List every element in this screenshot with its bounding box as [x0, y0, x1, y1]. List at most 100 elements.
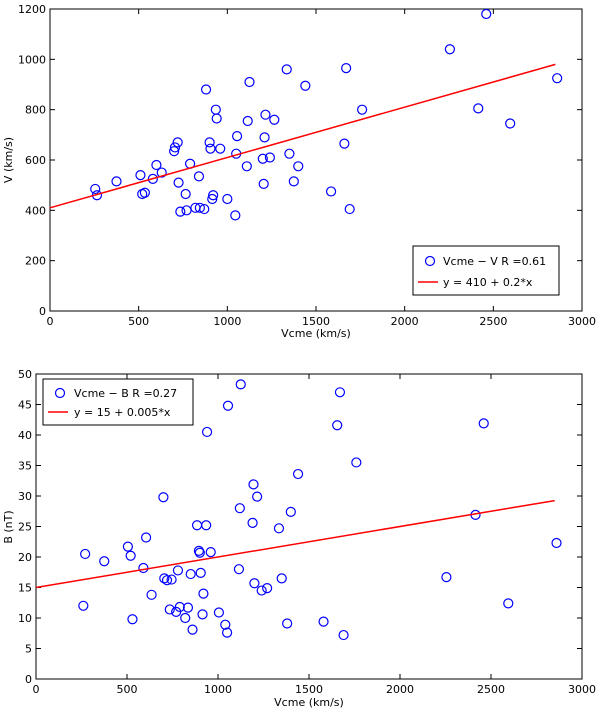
data-point — [341, 63, 352, 74]
data-point — [234, 503, 245, 514]
x-tick-label: 1000 — [213, 315, 241, 328]
y-tick-label: 0 — [25, 673, 32, 686]
data-point — [187, 624, 198, 635]
x-tick-label: 1000 — [204, 683, 232, 696]
y-tick-label: 35 — [18, 460, 32, 473]
data-point — [185, 568, 196, 580]
y-tick-label: 30 — [18, 490, 32, 503]
data-point — [351, 457, 362, 468]
x-tick-label: 3000 — [568, 315, 596, 328]
data-point — [222, 627, 233, 638]
data-point — [481, 8, 492, 20]
data-point — [141, 532, 152, 543]
data-point — [441, 572, 452, 583]
x-axis-label: Vcme (km/s) — [281, 327, 351, 340]
data-point — [293, 161, 304, 172]
data-point — [259, 132, 270, 143]
data-point — [220, 619, 231, 630]
x-tick-labels: 0 500 1000 1500 2000 2500 3000 — [33, 683, 597, 696]
y-tick-label: 600 — [25, 154, 46, 167]
x-tick-label: 2500 — [479, 315, 507, 328]
y-tick-label: 1200 — [18, 3, 46, 16]
y-axis-label: V (km/s) — [2, 137, 15, 183]
legend-fit-label: y = 15 + 0.005*x — [74, 406, 171, 419]
data-point — [233, 564, 245, 575]
data-point — [99, 556, 110, 567]
x-tick-label: 2500 — [477, 683, 505, 696]
data-point — [204, 137, 215, 148]
data-point — [332, 420, 343, 431]
top-panel-velocity-scatter: 0 500 1000 1500 2000 2500 3000 0 200 400 600 800 10… — [2, 3, 596, 340]
data-point — [138, 562, 149, 574]
data-point — [215, 143, 226, 154]
data-point — [147, 173, 158, 184]
y-tick-label: 10 — [18, 612, 32, 625]
data-point — [258, 178, 269, 190]
data-points — [78, 379, 562, 641]
data-point — [473, 103, 484, 114]
data-point — [146, 589, 157, 600]
data-point — [201, 426, 213, 438]
data-point — [300, 80, 311, 91]
data-point — [478, 418, 489, 429]
data-point — [139, 187, 150, 198]
data-point — [551, 537, 562, 549]
data-point — [169, 146, 180, 157]
data-point — [111, 176, 122, 187]
x-axis-label: Vcme (km/s) — [274, 696, 344, 709]
data-point — [161, 575, 173, 586]
legend-scatter-label: Vcme − V R =0.61 — [443, 255, 546, 268]
data-point — [552, 73, 563, 84]
x-tick-label: 2000 — [391, 315, 419, 328]
data-point — [127, 614, 138, 625]
data-point — [339, 138, 350, 149]
legend-scatter-label: Vcme − B R =0.27 — [74, 387, 177, 400]
data-point — [288, 176, 299, 187]
data-point — [264, 152, 275, 163]
data-point — [273, 523, 285, 534]
y-tick-label: 25 — [18, 521, 32, 534]
data-point — [269, 114, 280, 125]
data-point — [248, 479, 259, 490]
tick-marks — [35, 373, 583, 680]
y-axis-label: B (nT) — [2, 510, 15, 543]
data-point — [200, 84, 212, 95]
data-point — [262, 583, 273, 594]
fit-line — [35, 499, 555, 589]
data-point — [241, 161, 252, 172]
data-point — [194, 202, 205, 213]
data-point — [505, 118, 516, 129]
data-point — [182, 602, 194, 613]
x-tick-label: 1500 — [302, 315, 330, 328]
data-point — [156, 167, 167, 178]
bottom-panel-field-scatter: 0 500 1000 1500 2000 2500 3000 0 5 10 15 20 25 30 35 4… — [2, 368, 596, 709]
data-point — [276, 573, 287, 584]
legend: Vcme − B R =0.27 y = 15 + 0.005*x — [42, 378, 194, 426]
data-point — [172, 137, 183, 148]
data-point — [158, 492, 169, 503]
data-point — [193, 545, 204, 557]
data-point — [201, 520, 212, 531]
data-point — [151, 159, 162, 171]
y-tick-labels: 0 5 10 15 20 25 30 35 40 45 50 — [18, 368, 32, 686]
data-point — [180, 188, 191, 200]
y-tick-labels: 0 200 400 600 800 1000 1200 — [18, 3, 46, 318]
data-point — [208, 190, 219, 201]
data-point — [159, 573, 170, 584]
legend-marker-icon — [424, 255, 436, 267]
data-point — [249, 578, 260, 589]
x-tick-label: 3000 — [568, 683, 596, 696]
data-point — [174, 601, 185, 613]
data-point — [222, 400, 234, 411]
data-point — [325, 186, 337, 197]
data-point — [231, 130, 243, 142]
y-tick-label: 200 — [25, 255, 46, 268]
data-point — [175, 206, 186, 217]
data-point — [211, 113, 222, 124]
data-point — [194, 547, 205, 558]
fit-line — [49, 63, 556, 209]
x-tick-label: 2000 — [386, 683, 414, 696]
data-point — [205, 547, 216, 558]
data-point — [199, 203, 210, 215]
data-point — [90, 183, 101, 195]
